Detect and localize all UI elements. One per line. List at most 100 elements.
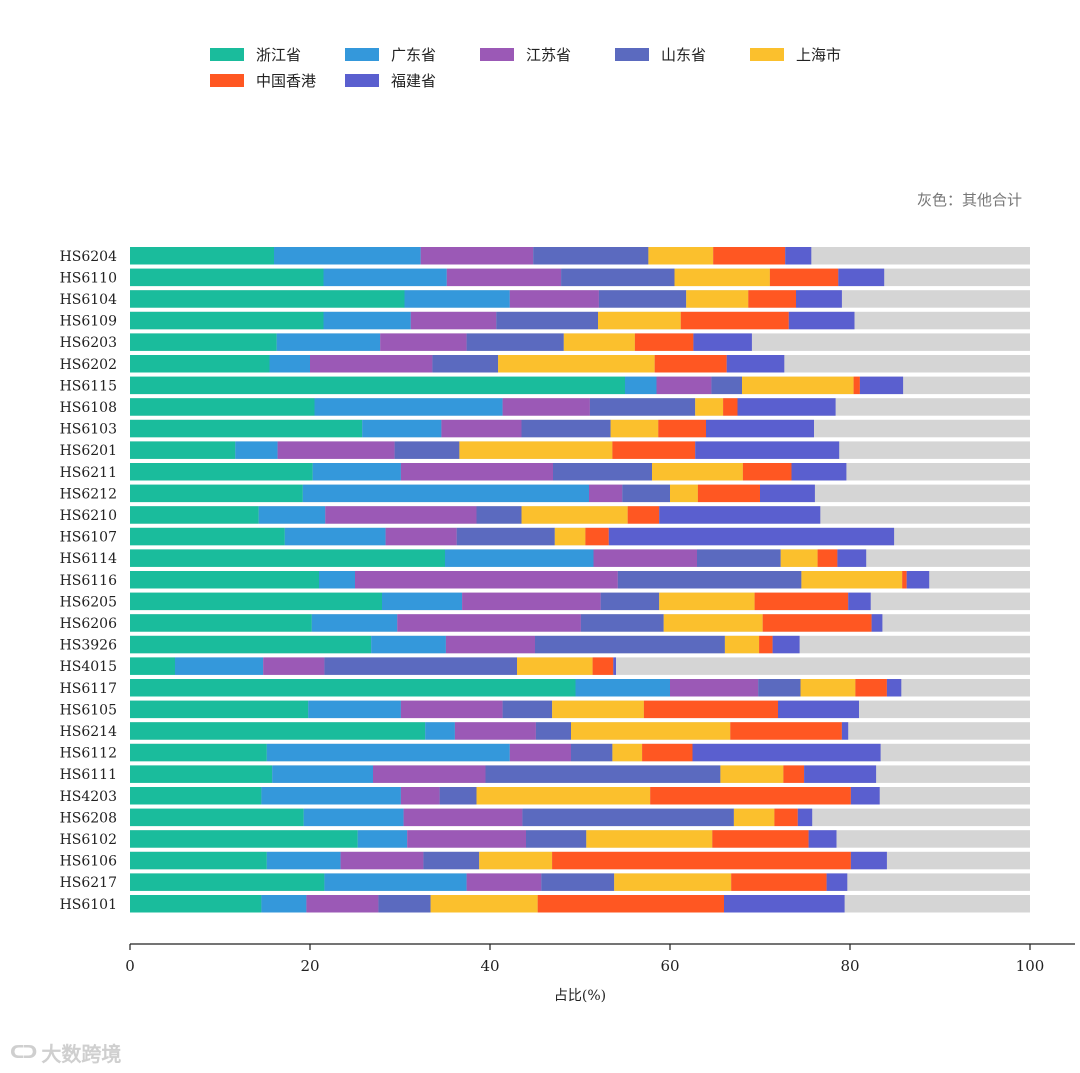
bar-segment [571, 743, 613, 762]
bar-segment [871, 614, 883, 632]
bar-segment [608, 527, 895, 546]
bar-segment [769, 268, 839, 287]
bar-segment [537, 895, 724, 913]
bar-segment [509, 290, 599, 308]
bar-segment [589, 484, 623, 503]
category-label: HS6201 [60, 443, 117, 459]
bar-segment [592, 657, 614, 675]
bar-segment [841, 722, 849, 740]
legend-label: 中国香港 [256, 72, 317, 90]
category-label: HS6105 [60, 702, 117, 718]
bar-segment [324, 873, 467, 891]
bar-segment [521, 506, 628, 524]
category-label: HS3926 [60, 638, 118, 654]
bar-segment [130, 614, 312, 632]
bar-segment [509, 743, 571, 762]
bar-segment [261, 895, 307, 913]
bar-segment [600, 592, 660, 611]
bar-segment [886, 679, 902, 697]
bar-segment [706, 419, 814, 438]
bar-segment [625, 376, 657, 395]
bar-segment [400, 463, 553, 481]
bar-segment [466, 873, 542, 891]
category-label: HS6206 [60, 616, 118, 632]
bar-segment [130, 527, 285, 546]
category-label: HS4015 [60, 659, 117, 675]
legend-item: 上海市 [750, 44, 841, 65]
bar-segment [614, 873, 732, 891]
bar-segment [476, 506, 522, 524]
bar-segment [502, 398, 590, 416]
bar-segment [808, 830, 837, 848]
bar-segment [319, 571, 355, 589]
legend-label: 广东省 [391, 46, 437, 64]
bar-segment [430, 895, 538, 913]
bar-segment [754, 592, 849, 611]
bar-segment [130, 851, 267, 870]
x-tick-label: 40 [480, 957, 499, 975]
bar-segment [466, 333, 564, 351]
bar-segment [371, 635, 446, 654]
bar-segment [394, 441, 460, 459]
bar-segment [586, 830, 713, 848]
bar-segment [589, 398, 696, 416]
bar-segment [693, 333, 752, 351]
bar-segment [850, 851, 887, 870]
category-label: HS6109 [60, 314, 117, 330]
bar-segment [598, 311, 681, 330]
bar-segment [310, 355, 433, 373]
bar-segment [420, 247, 534, 265]
bar-segment [902, 571, 907, 589]
legend-swatch [345, 48, 379, 61]
bar-segment [306, 895, 379, 913]
bar-segment [130, 592, 382, 611]
bar-segment [308, 700, 401, 719]
legend-label: 山东省 [661, 46, 707, 64]
bar-segment [130, 679, 576, 697]
legend-item: 山东省 [615, 44, 706, 65]
legend-swatch [615, 48, 649, 61]
bar-segment [496, 311, 598, 330]
bar-segment [454, 722, 536, 740]
bar-segment [695, 398, 724, 416]
bar-segment [130, 506, 259, 524]
bar-segment [612, 743, 643, 762]
bar-segment [407, 830, 526, 848]
bar-segment [571, 722, 731, 740]
legend-swatch [345, 74, 379, 87]
bar-segment [303, 808, 404, 827]
bar-segment [311, 614, 398, 632]
bar-segment [731, 873, 827, 891]
bar-segment [445, 635, 535, 654]
bar-segment [380, 333, 467, 351]
bar-segment [634, 333, 694, 351]
bar-segment [261, 787, 401, 805]
bar-segment [272, 765, 373, 783]
bar-segment [130, 441, 236, 459]
bar-segment [385, 527, 457, 546]
category-label: HS6217 [60, 875, 117, 891]
bar-segment [778, 700, 859, 719]
bar-segment [130, 895, 262, 913]
bar-segment [762, 614, 872, 632]
bar-segment [680, 311, 789, 330]
x-tick-label: 80 [840, 957, 859, 975]
bar-segment [737, 398, 836, 416]
category-label: HS6205 [60, 594, 117, 610]
bar-segment [826, 873, 848, 891]
bar-segment [575, 679, 670, 697]
legend-item: 浙江省 [210, 44, 301, 65]
watermark-text: 大数跨境 [41, 1042, 122, 1066]
bar-segment [130, 463, 313, 481]
bar-segment [175, 657, 264, 675]
bar-segment [400, 787, 440, 805]
bar-segment [462, 592, 601, 611]
bar-segment [130, 808, 304, 827]
category-label: HS6115 [60, 378, 117, 394]
bar-segment [397, 614, 581, 632]
legend-label: 江苏省 [526, 46, 572, 64]
bar-segment [796, 290, 842, 308]
category-label: HS6116 [60, 573, 118, 589]
bar-segment [485, 765, 721, 783]
legend-swatch [750, 48, 784, 61]
